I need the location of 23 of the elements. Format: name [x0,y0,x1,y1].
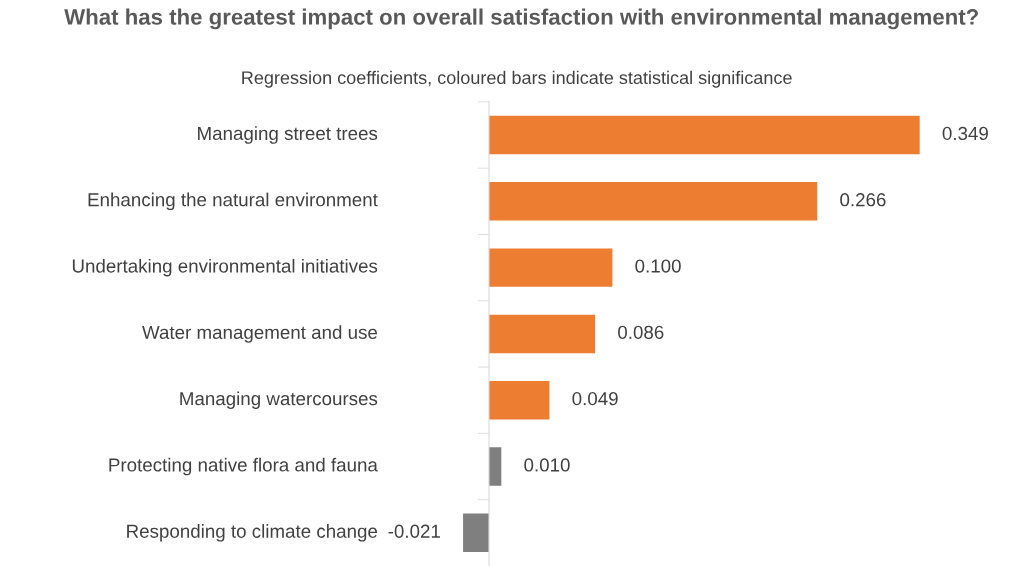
data-label: 0.010 [524,458,570,472]
y-tick-label: Water management and use [142,325,378,343]
data-label: -0.021 [388,524,440,538]
y-tick-label: Enhancing the natural environment [88,192,378,211]
bar [488,447,502,486]
y-tick-label: Protecting native flora and fauna [109,457,378,476]
y-tick-label: Managing street trees [198,126,378,144]
data-label: 0.100 [635,259,681,273]
chart-subtitle: Regression coefficients, coloured bars indicate statistical significance [242,70,792,88]
bar [488,115,920,155]
y-tick-label: Undertaking environmental initiatives [72,258,378,277]
bar [488,182,818,221]
data-label: 0.349 [942,126,988,141]
bar [488,314,596,354]
chart-title: What has the greatest impact on overall satisfaction with environmental management? [64,8,978,30]
bar [488,381,550,420]
bar [488,248,613,287]
y-tick-label: Responding to climate change [127,524,378,542]
data-label: 0.049 [572,392,618,406]
y-tick-label: Managing watercourses [180,391,378,409]
data-label: 0.266 [840,193,886,207]
data-label: 0.086 [618,325,664,339]
bar [463,513,489,553]
